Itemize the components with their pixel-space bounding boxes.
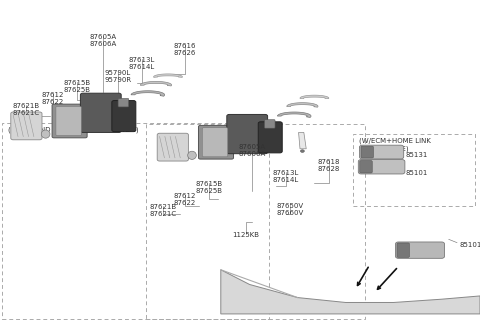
FancyBboxPatch shape <box>227 114 268 154</box>
Text: 87621B
87621C: 87621B 87621C <box>13 103 40 116</box>
Text: 87618
87628: 87618 87628 <box>318 159 340 172</box>
Polygon shape <box>154 74 182 77</box>
FancyBboxPatch shape <box>199 126 233 159</box>
Text: 87615B
87625B: 87615B 87625B <box>63 80 90 93</box>
Ellipse shape <box>41 130 50 138</box>
FancyBboxPatch shape <box>360 161 372 173</box>
Text: 87605A
87606A: 87605A 87606A <box>239 144 265 157</box>
FancyBboxPatch shape <box>157 133 188 161</box>
Text: 87650V
87660V: 87650V 87660V <box>277 203 304 216</box>
FancyBboxPatch shape <box>397 243 409 257</box>
FancyBboxPatch shape <box>56 107 81 135</box>
FancyBboxPatch shape <box>203 128 228 157</box>
Polygon shape <box>287 103 318 107</box>
Text: 87616
87626: 87616 87626 <box>174 43 196 56</box>
FancyBboxPatch shape <box>360 145 404 159</box>
Ellipse shape <box>188 151 196 160</box>
FancyBboxPatch shape <box>80 93 121 132</box>
Text: 1125KB: 1125KB <box>232 232 259 238</box>
Text: 85101: 85101 <box>459 242 480 248</box>
Polygon shape <box>141 81 171 86</box>
Text: 87615B
87625B: 87615B 87625B <box>195 181 222 195</box>
FancyBboxPatch shape <box>264 120 275 128</box>
Polygon shape <box>300 95 329 99</box>
Text: 87613L
87614L: 87613L 87614L <box>273 170 299 183</box>
Polygon shape <box>221 270 480 314</box>
Text: 85131: 85131 <box>406 152 428 158</box>
Polygon shape <box>131 91 165 96</box>
FancyBboxPatch shape <box>118 98 129 107</box>
Text: 95790L
95790R: 95790L 95790R <box>104 70 131 83</box>
Text: (W/AROUND VIEW MONITOR SYSTEM): (W/AROUND VIEW MONITOR SYSTEM) <box>8 127 139 133</box>
Text: 87621B
87621C: 87621B 87621C <box>150 204 177 217</box>
Text: 85101: 85101 <box>406 170 428 176</box>
FancyBboxPatch shape <box>11 112 42 140</box>
Ellipse shape <box>300 150 304 152</box>
FancyBboxPatch shape <box>361 146 373 158</box>
Text: 87605A
87606A: 87605A 87606A <box>90 34 117 47</box>
FancyBboxPatch shape <box>396 242 444 258</box>
Text: (W/ECM+HOME LINK
SYSTEM TYPE): (W/ECM+HOME LINK SYSTEM TYPE) <box>359 138 431 152</box>
Text: 87612
87622: 87612 87622 <box>42 92 64 105</box>
FancyBboxPatch shape <box>112 101 136 131</box>
FancyBboxPatch shape <box>258 122 282 153</box>
Text: 87612
87622: 87612 87622 <box>174 193 196 206</box>
Text: 87613L
87614L: 87613L 87614L <box>129 57 155 70</box>
Polygon shape <box>277 112 311 117</box>
FancyBboxPatch shape <box>52 104 87 138</box>
Polygon shape <box>299 132 306 149</box>
FancyBboxPatch shape <box>358 160 405 174</box>
